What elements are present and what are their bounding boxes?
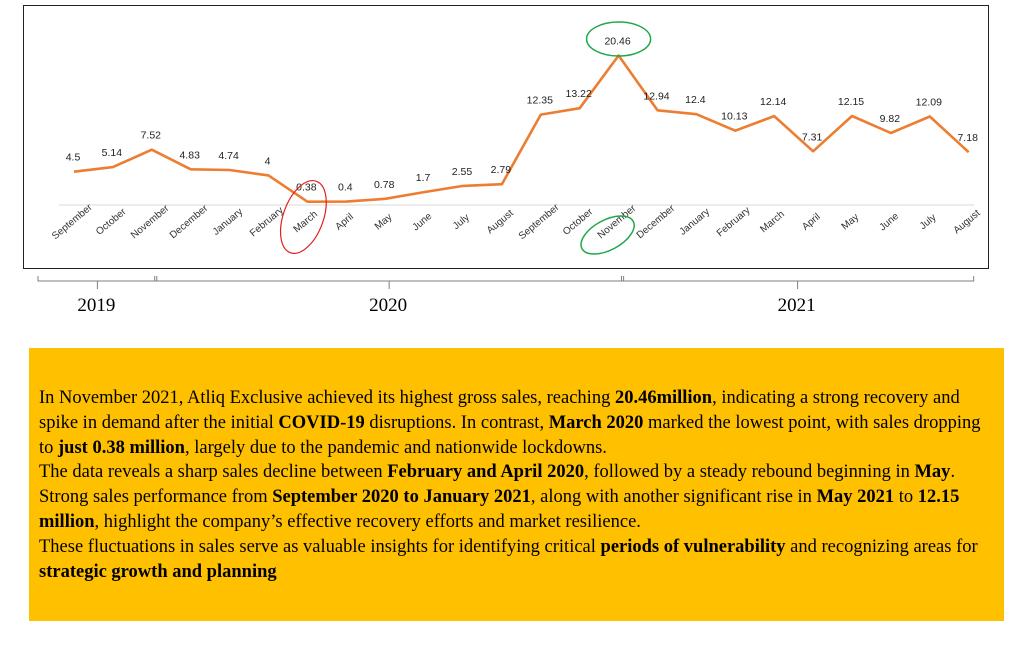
x-tick-label: July xyxy=(451,212,472,232)
x-tick-label: May xyxy=(840,212,862,233)
year-label: 2020 xyxy=(369,295,408,316)
year-label: 2019 xyxy=(77,295,116,316)
x-tick-label: May xyxy=(373,212,395,233)
insight-paragraph: The data reveals a sharp sales decline b… xyxy=(39,460,994,534)
data-label: 7.31 xyxy=(802,131,823,143)
insight-text: , followed by a steady rebound beginning… xyxy=(584,462,915,483)
insight-paragraph: In November 2021, Atliq Exclusive achiev… xyxy=(39,386,994,460)
year-bracket xyxy=(37,276,158,289)
lowest-highlight-ellipse xyxy=(279,180,327,254)
year-bracket xyxy=(621,276,975,289)
insight-text: to xyxy=(894,487,918,508)
data-label: 12.35 xyxy=(527,95,553,107)
x-tick-label: December xyxy=(168,203,211,242)
data-label: 1.7 xyxy=(416,172,431,184)
data-label: 2.79 xyxy=(491,164,512,176)
insight-paragraph: These fluctuations in sales serve as val… xyxy=(39,535,994,585)
data-label: 12.14 xyxy=(760,96,786,108)
data-label: 13.22 xyxy=(566,88,592,100)
data-label: 12.15 xyxy=(838,96,864,108)
data-label: 4 xyxy=(265,155,271,167)
x-tick-label: April xyxy=(333,211,355,232)
line-chart-svg: 4.5 5.147.524.83 4.74 40.38 0.4 0.781.72.55 2.… xyxy=(50,21,983,255)
x-tick-label: June xyxy=(877,211,901,234)
x-tick-label: March xyxy=(758,209,786,235)
year-bracket xyxy=(154,276,625,289)
x-tick-label: August xyxy=(485,208,516,237)
x-tick-label: January xyxy=(211,206,245,237)
x-tick-label: July xyxy=(918,212,939,232)
x-tick-label: October xyxy=(94,206,129,238)
data-label: 20.46 xyxy=(604,36,630,48)
x-tick-label: February xyxy=(715,205,753,239)
x-tick-label: December xyxy=(635,203,678,242)
data-label: 9.82 xyxy=(880,113,901,125)
x-tick-label: November xyxy=(596,203,639,242)
data-label: 4.83 xyxy=(179,149,200,161)
data-label: 7.52 xyxy=(141,130,162,142)
insight-highlight: May xyxy=(914,462,951,483)
insight-text: disruptions. In contrast, xyxy=(364,412,549,433)
sales-line xyxy=(73,54,970,203)
data-label: 0.78 xyxy=(374,179,395,191)
insight-text: , along with another significant rise in xyxy=(530,487,817,508)
insight-box: In November 2021, Atliq Exclusive achiev… xyxy=(29,348,1004,621)
data-label: 12.4 xyxy=(685,94,706,106)
insight-text: These fluctuations in sales serve as val… xyxy=(39,536,601,557)
insight-text: marked the lowest point, with sales drop… xyxy=(39,412,981,458)
insight-text: In November 2021, Atliq Exclusive achiev… xyxy=(39,388,615,408)
insight-text: . Strong sales performance from xyxy=(39,462,956,508)
insight-highlight: May 2021 xyxy=(816,487,895,508)
x-tick-label: January xyxy=(678,206,712,237)
insight-highlight: 12.15 million xyxy=(39,487,960,532)
x-tick-label: October xyxy=(561,206,596,238)
data-label: 2.55 xyxy=(452,166,473,178)
x-tick-label: September xyxy=(517,202,562,242)
insight-highlight: COVID-19 xyxy=(278,412,365,433)
x-tick-label: September xyxy=(50,202,95,242)
insight-highlight: 20.46million xyxy=(614,388,713,408)
insight-highlight: just 0.38 million xyxy=(58,437,185,458)
x-tick-label: June xyxy=(411,211,435,234)
x-tick-label: March xyxy=(292,209,320,235)
data-label: 4.74 xyxy=(218,150,239,162)
data-label: 5.14 xyxy=(102,147,123,159)
insight-text: , indicating a strong recovery and spike… xyxy=(39,388,960,433)
insight-text: , highlight the company’s effective reco… xyxy=(94,511,641,532)
data-label: 12.94 xyxy=(643,90,669,102)
x-tick-label: April xyxy=(800,211,822,232)
data-label: 4.5 xyxy=(66,152,81,164)
insight-highlight: September 2020 to January 2021 xyxy=(272,487,531,508)
year-label: 2021 xyxy=(777,295,816,316)
data-label: 7.18 xyxy=(957,132,978,144)
sales-chart: 4.5 5.14 7.52 4.83 4.74 4 0.38 0.4 0.78 1.7 2.55 2.… xyxy=(23,5,989,269)
data-label: 10.13 xyxy=(721,111,747,123)
x-tick-label: August xyxy=(952,208,983,237)
insight-highlight: strategic growth and planning xyxy=(39,561,277,582)
insight-text: and recognizing areas for xyxy=(785,536,978,557)
insight-highlight: periods of vulnerability xyxy=(600,536,786,557)
highest-value-ellipse xyxy=(585,21,652,57)
insight-text: The data reveals a sharp sales decline b… xyxy=(39,462,388,483)
x-tick-label: November xyxy=(129,203,172,242)
insight-highlight: February and April 2020 xyxy=(387,462,585,483)
highest-month-ellipse xyxy=(580,215,635,255)
insight-highlight: March 2020 xyxy=(548,412,644,433)
data-label: 12.09 xyxy=(916,96,942,108)
data-label: 0.4 xyxy=(338,182,353,194)
insight-text: , largely due to the pandemic and nation… xyxy=(184,437,607,458)
